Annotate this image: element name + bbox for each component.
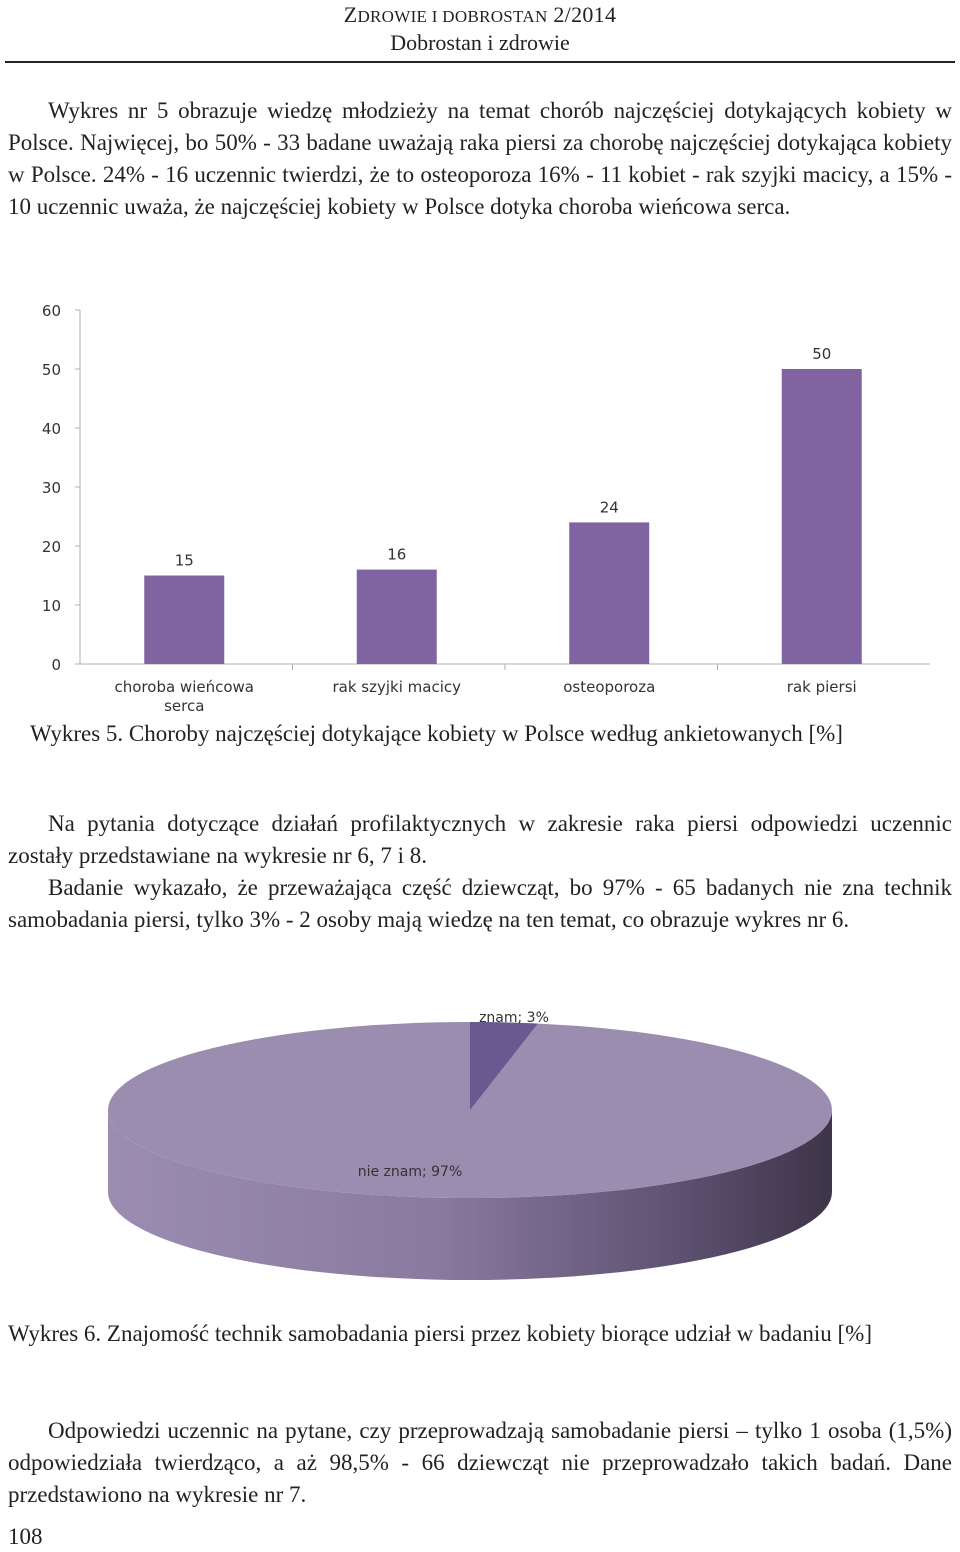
pie-side-wall: [108, 1110, 832, 1280]
caption-chart-5: Wykres 5. Choroby najczęściej dotykające…: [30, 721, 843, 746]
pie-label-nie-znam: nie znam; 97%: [358, 1164, 463, 1180]
journal-title: ZDROWIE I DOBROSTAN 2/2014: [0, 2, 960, 28]
data-label: 50: [812, 345, 831, 363]
data-label: 15: [175, 552, 194, 570]
bar: [569, 522, 650, 664]
paragraph-1: Wykres nr 5 obrazuje wiedzę młodzieży na…: [8, 98, 952, 219]
x-tick-label: serca: [164, 697, 204, 715]
bar: [781, 369, 862, 664]
y-tick-label: 20: [42, 538, 61, 556]
data-label: 24: [600, 498, 619, 516]
y-tick-label: 10: [42, 597, 61, 615]
x-tick-label: osteoporoza: [563, 678, 655, 696]
paragraph-4: Odpowiedzi uczennic na pytane, czy przep…: [8, 1418, 952, 1507]
journal-title-rest: DROWIE I DOBROSTAN: [357, 7, 548, 26]
header-divider: [5, 61, 955, 63]
y-tick-label: 30: [42, 479, 61, 497]
section-title: Dobrostan i zdrowie: [390, 30, 570, 55]
bar: [356, 569, 437, 664]
data-label: 16: [387, 546, 406, 564]
x-tick-label: choroba wieńcowa: [115, 678, 254, 696]
bar: [144, 575, 225, 664]
pie-label-znam: znam; 3%: [479, 1010, 549, 1026]
pie-slice-znam: [470, 1022, 538, 1110]
y-tick-label: 0: [51, 656, 61, 674]
paragraph-3: Badanie wykazało, że przeważająca część …: [8, 875, 952, 932]
y-tick-label: 50: [42, 361, 61, 379]
caption-chart-6: Wykres 6. Znajomość technik samobadania …: [8, 1321, 872, 1346]
journal-issue: 2/2014: [553, 2, 617, 27]
y-tick-label: 60: [42, 302, 61, 320]
y-tick-label: 40: [42, 420, 61, 438]
x-tick-label: rak piersi: [787, 678, 857, 696]
paragraph-2: Na pytania dotyczące działań profilaktyc…: [8, 811, 952, 868]
x-tick-label: rak szyjki macicy: [332, 678, 461, 696]
journal-title-initial: Z: [343, 2, 358, 27]
page-number: 108: [8, 1524, 43, 1549]
pie-chart: znam; 3% nie znam; 97%: [108, 1010, 832, 1280]
